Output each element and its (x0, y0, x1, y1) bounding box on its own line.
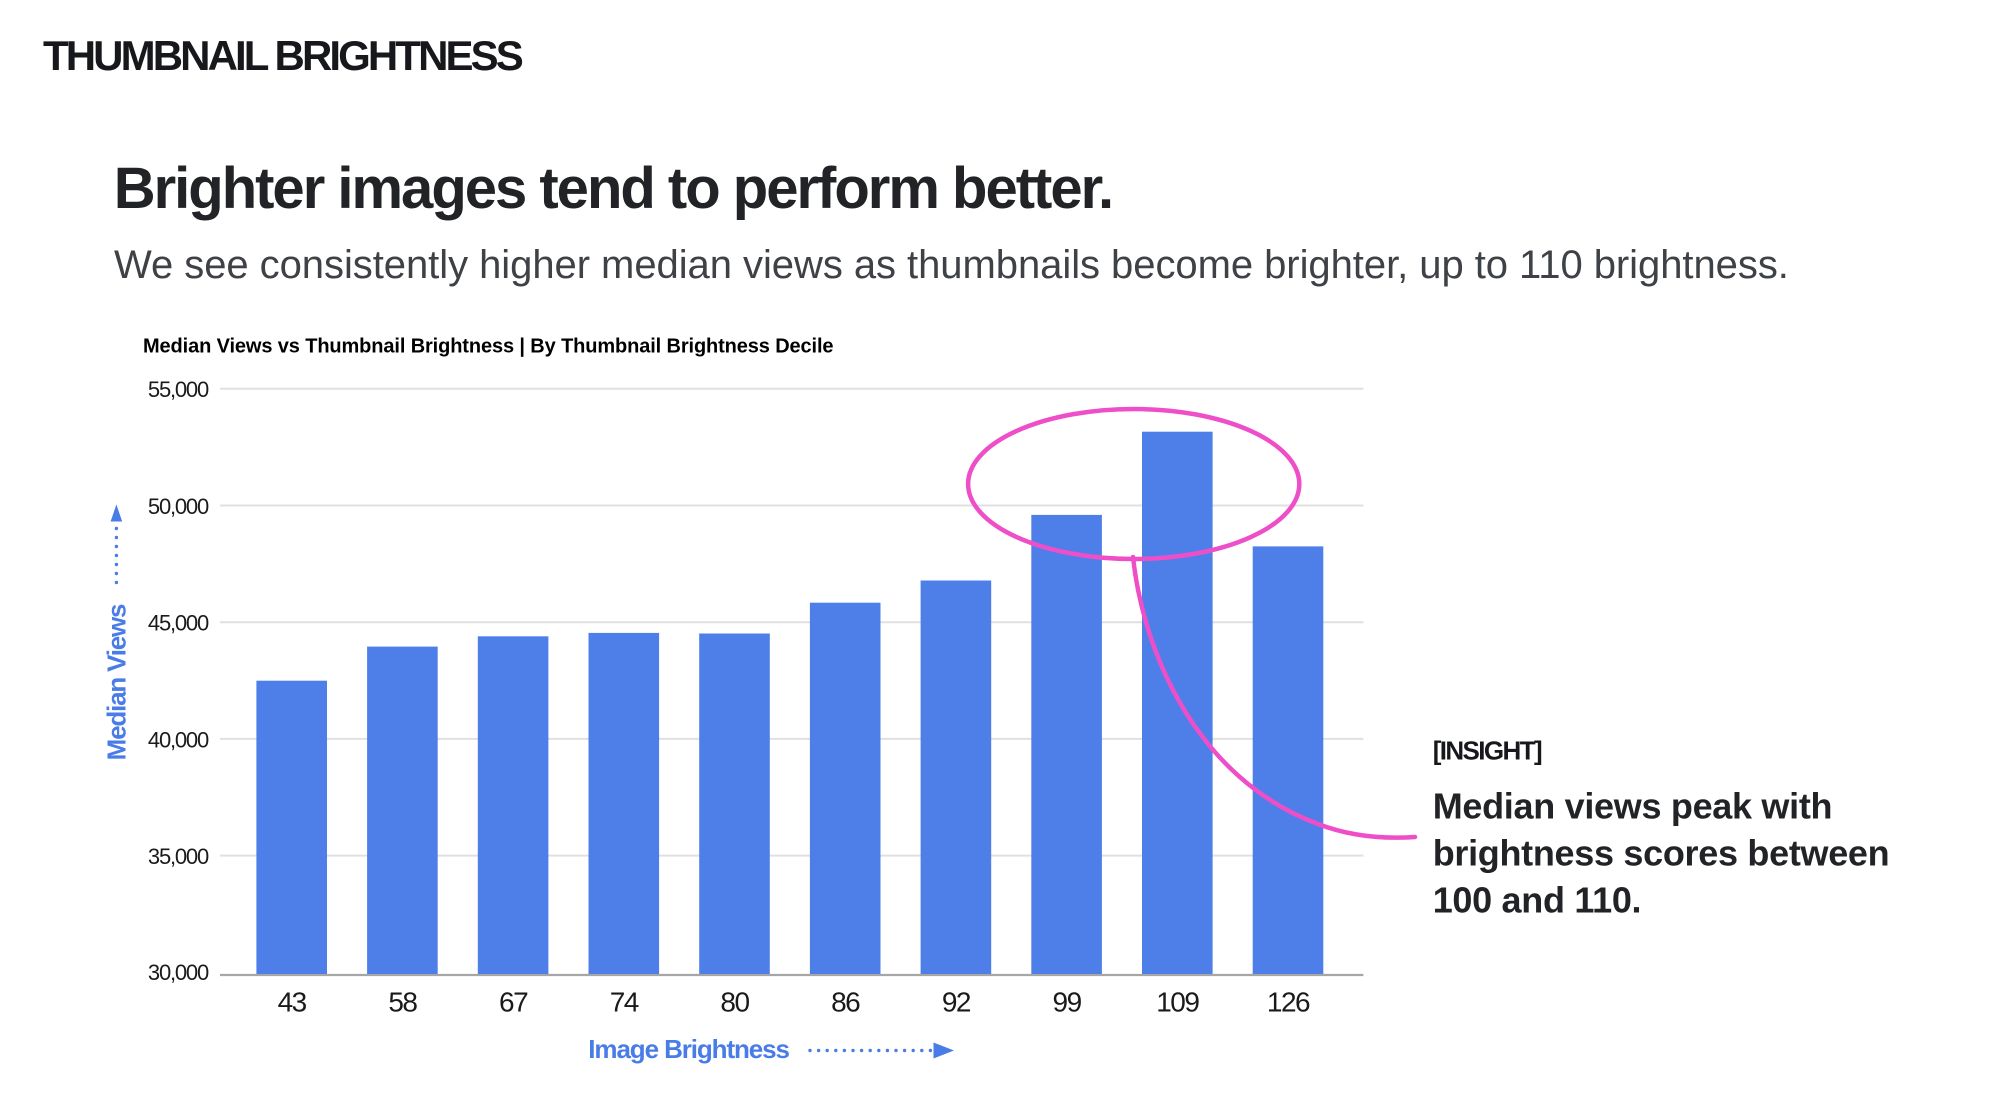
svg-text:55,000: 55,000 (148, 377, 209, 402)
svg-text:[INSIGHT]: [INSIGHT] (1433, 736, 1542, 766)
svg-text:43: 43 (278, 987, 307, 1018)
svg-text:126: 126 (1267, 987, 1310, 1018)
svg-text:100 and 110.: 100 and 110. (1433, 880, 1642, 921)
svg-text:35,000: 35,000 (148, 844, 209, 869)
svg-text:Median Views vs Thumbnail Brig: Median Views vs Thumbnail Brightness | B… (143, 335, 833, 357)
svg-text:Median views peak with: Median views peak with (1433, 786, 1833, 827)
svg-text:86: 86 (831, 987, 860, 1018)
svg-text:58: 58 (388, 987, 417, 1018)
svg-text:45,000: 45,000 (148, 611, 209, 636)
svg-text:30,000: 30,000 (148, 960, 209, 985)
svg-text:80: 80 (720, 987, 749, 1018)
svg-text:Brighter images tend to perfor: Brighter images tend to perform better. (114, 156, 1112, 221)
svg-text:99: 99 (1053, 987, 1082, 1018)
svg-text:50,000: 50,000 (148, 494, 209, 519)
svg-text:109: 109 (1156, 987, 1199, 1018)
svg-text:92: 92 (942, 987, 971, 1018)
svg-text:74: 74 (610, 987, 639, 1018)
svg-text:brightness scores between: brightness scores between (1433, 833, 1890, 874)
svg-text:67: 67 (499, 987, 528, 1018)
svg-text:THUMBNAIL BRIGHTNESS: THUMBNAIL BRIGHTNESS (43, 32, 523, 79)
svg-text:Median Views: Median Views (102, 604, 132, 760)
svg-text:40,000: 40,000 (148, 727, 209, 752)
svg-text:Image Brightness: Image Brightness (588, 1034, 789, 1064)
svg-text:We see consistently higher med: We see consistently higher median views … (114, 243, 1789, 287)
